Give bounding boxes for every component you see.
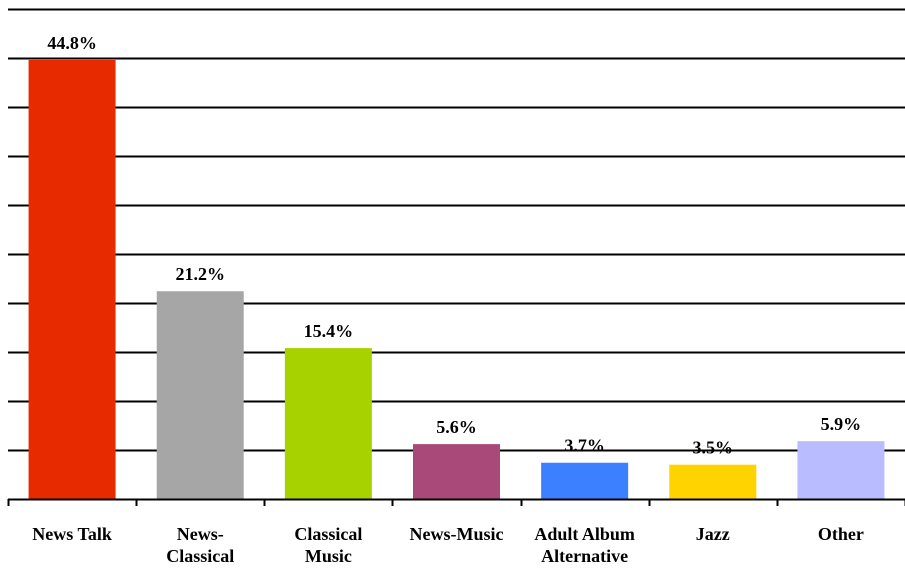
data-label: 3.7%	[564, 436, 605, 456]
category-label-line: Alternative	[541, 546, 628, 566]
bar	[797, 441, 885, 499]
bars	[28, 59, 885, 500]
data-label: 44.8%	[47, 33, 97, 53]
data-label: 15.4%	[304, 321, 354, 341]
category-label: News-Music	[410, 524, 504, 544]
data-label: 5.6%	[436, 417, 477, 437]
x-axis	[7, 498, 905, 506]
data-label: 5.9%	[821, 414, 862, 434]
category-label: Adult Album Alternative	[534, 524, 635, 566]
bar	[413, 444, 500, 499]
category-label: Classical Music	[294, 524, 362, 566]
category-label: Other	[818, 524, 864, 544]
category-label-line: Other	[818, 524, 864, 544]
bar	[28, 59, 116, 500]
category-label-line: Classical	[166, 546, 234, 566]
gridlines	[8, 8, 905, 452]
data-label: 3.5%	[693, 438, 734, 458]
data-labels: 44.8% 21.2% 15.4% 5.6% 3.7% 3.5% 5.9%	[47, 33, 861, 458]
category-label-line: News Talk	[32, 524, 112, 544]
category-label: News Talk	[32, 524, 112, 544]
category-label-line: News-Music	[410, 524, 504, 544]
bar	[541, 462, 629, 499]
category-label: News-Classical	[166, 524, 234, 566]
category-label-line: News-	[177, 524, 224, 544]
data-label: 21.2%	[175, 264, 225, 284]
category-label-line: Adult Album	[534, 524, 635, 544]
bar	[284, 348, 372, 499]
category-label: Jazz	[696, 524, 730, 544]
category-label-line: Music	[305, 546, 352, 566]
category-label-line: Classical	[294, 524, 362, 544]
bar	[669, 464, 757, 499]
category-label-line: Jazz	[696, 524, 730, 544]
bar	[156, 291, 244, 499]
